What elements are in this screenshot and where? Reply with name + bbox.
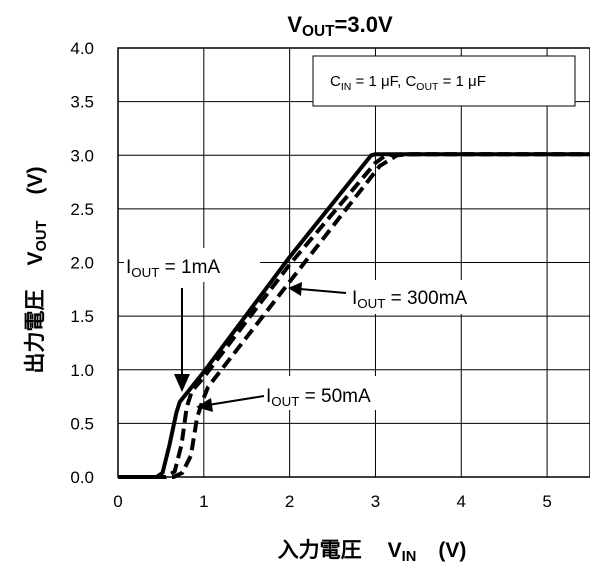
y-tick-label: 1.5	[70, 307, 94, 326]
x-tick-label: 3	[371, 492, 380, 511]
chart-title: VOUT=3.0V	[287, 12, 393, 40]
series-line-0	[118, 152, 590, 479]
annotation-1ma: IOUT = 1mA	[124, 248, 260, 392]
series-line-2	[118, 152, 590, 479]
annotation-300ma: IOUT = 300mA	[288, 280, 524, 314]
tick-labels: 0 1 2 3 4 5 0.0 0.5 1.0 1.5 2.0 2.5 3.0 3.5 4.0	[70, 39, 551, 511]
y-tick-label: 2.5	[70, 200, 94, 219]
annotation-label-300ma: IOUT = 300mA	[352, 288, 468, 311]
arrow-300ma	[299, 288, 347, 294]
annotation-label-1ma: IOUT = 1mA	[126, 257, 220, 280]
x-tick-label: 0	[113, 492, 122, 511]
y-tick-label: 3.5	[70, 93, 94, 112]
y-tick-label: 4.0	[70, 39, 94, 58]
y-tick-label: 0.0	[70, 468, 94, 487]
annotation-50ma: IOUT = 50mA	[196, 376, 416, 412]
series-line-1	[118, 152, 590, 479]
y-axis-title: 出力電圧VOUT(V)	[24, 166, 50, 373]
arrowhead-50ma	[196, 398, 213, 412]
x-tick-label: 4	[457, 492, 466, 511]
x-axis-title: 入力電圧 VIN (V)	[278, 539, 467, 565]
x-tick-label: 2	[285, 492, 294, 511]
arrowhead-1ma	[174, 374, 190, 392]
series-layer	[118, 152, 590, 479]
plot-frame	[117, 47, 590, 478]
y-tick-label: 0.5	[70, 414, 94, 433]
condition-box: CIN = 1 μF, COUT = 1 μF	[312, 55, 576, 107]
y-tick-label: 3.0	[70, 146, 94, 165]
x-tick-label: 5	[542, 492, 551, 511]
y-tick-label: 1.0	[70, 361, 94, 380]
arrow-50ma	[207, 395, 265, 406]
annotation-label-50ma: IOUT = 50mA	[266, 386, 371, 409]
y-tick-label: 2.0	[70, 254, 94, 273]
condition-label: CIN = 1 μF, COUT = 1 μF	[330, 73, 486, 93]
x-tick-label: 1	[199, 492, 208, 511]
arrowhead-300ma	[288, 282, 302, 296]
